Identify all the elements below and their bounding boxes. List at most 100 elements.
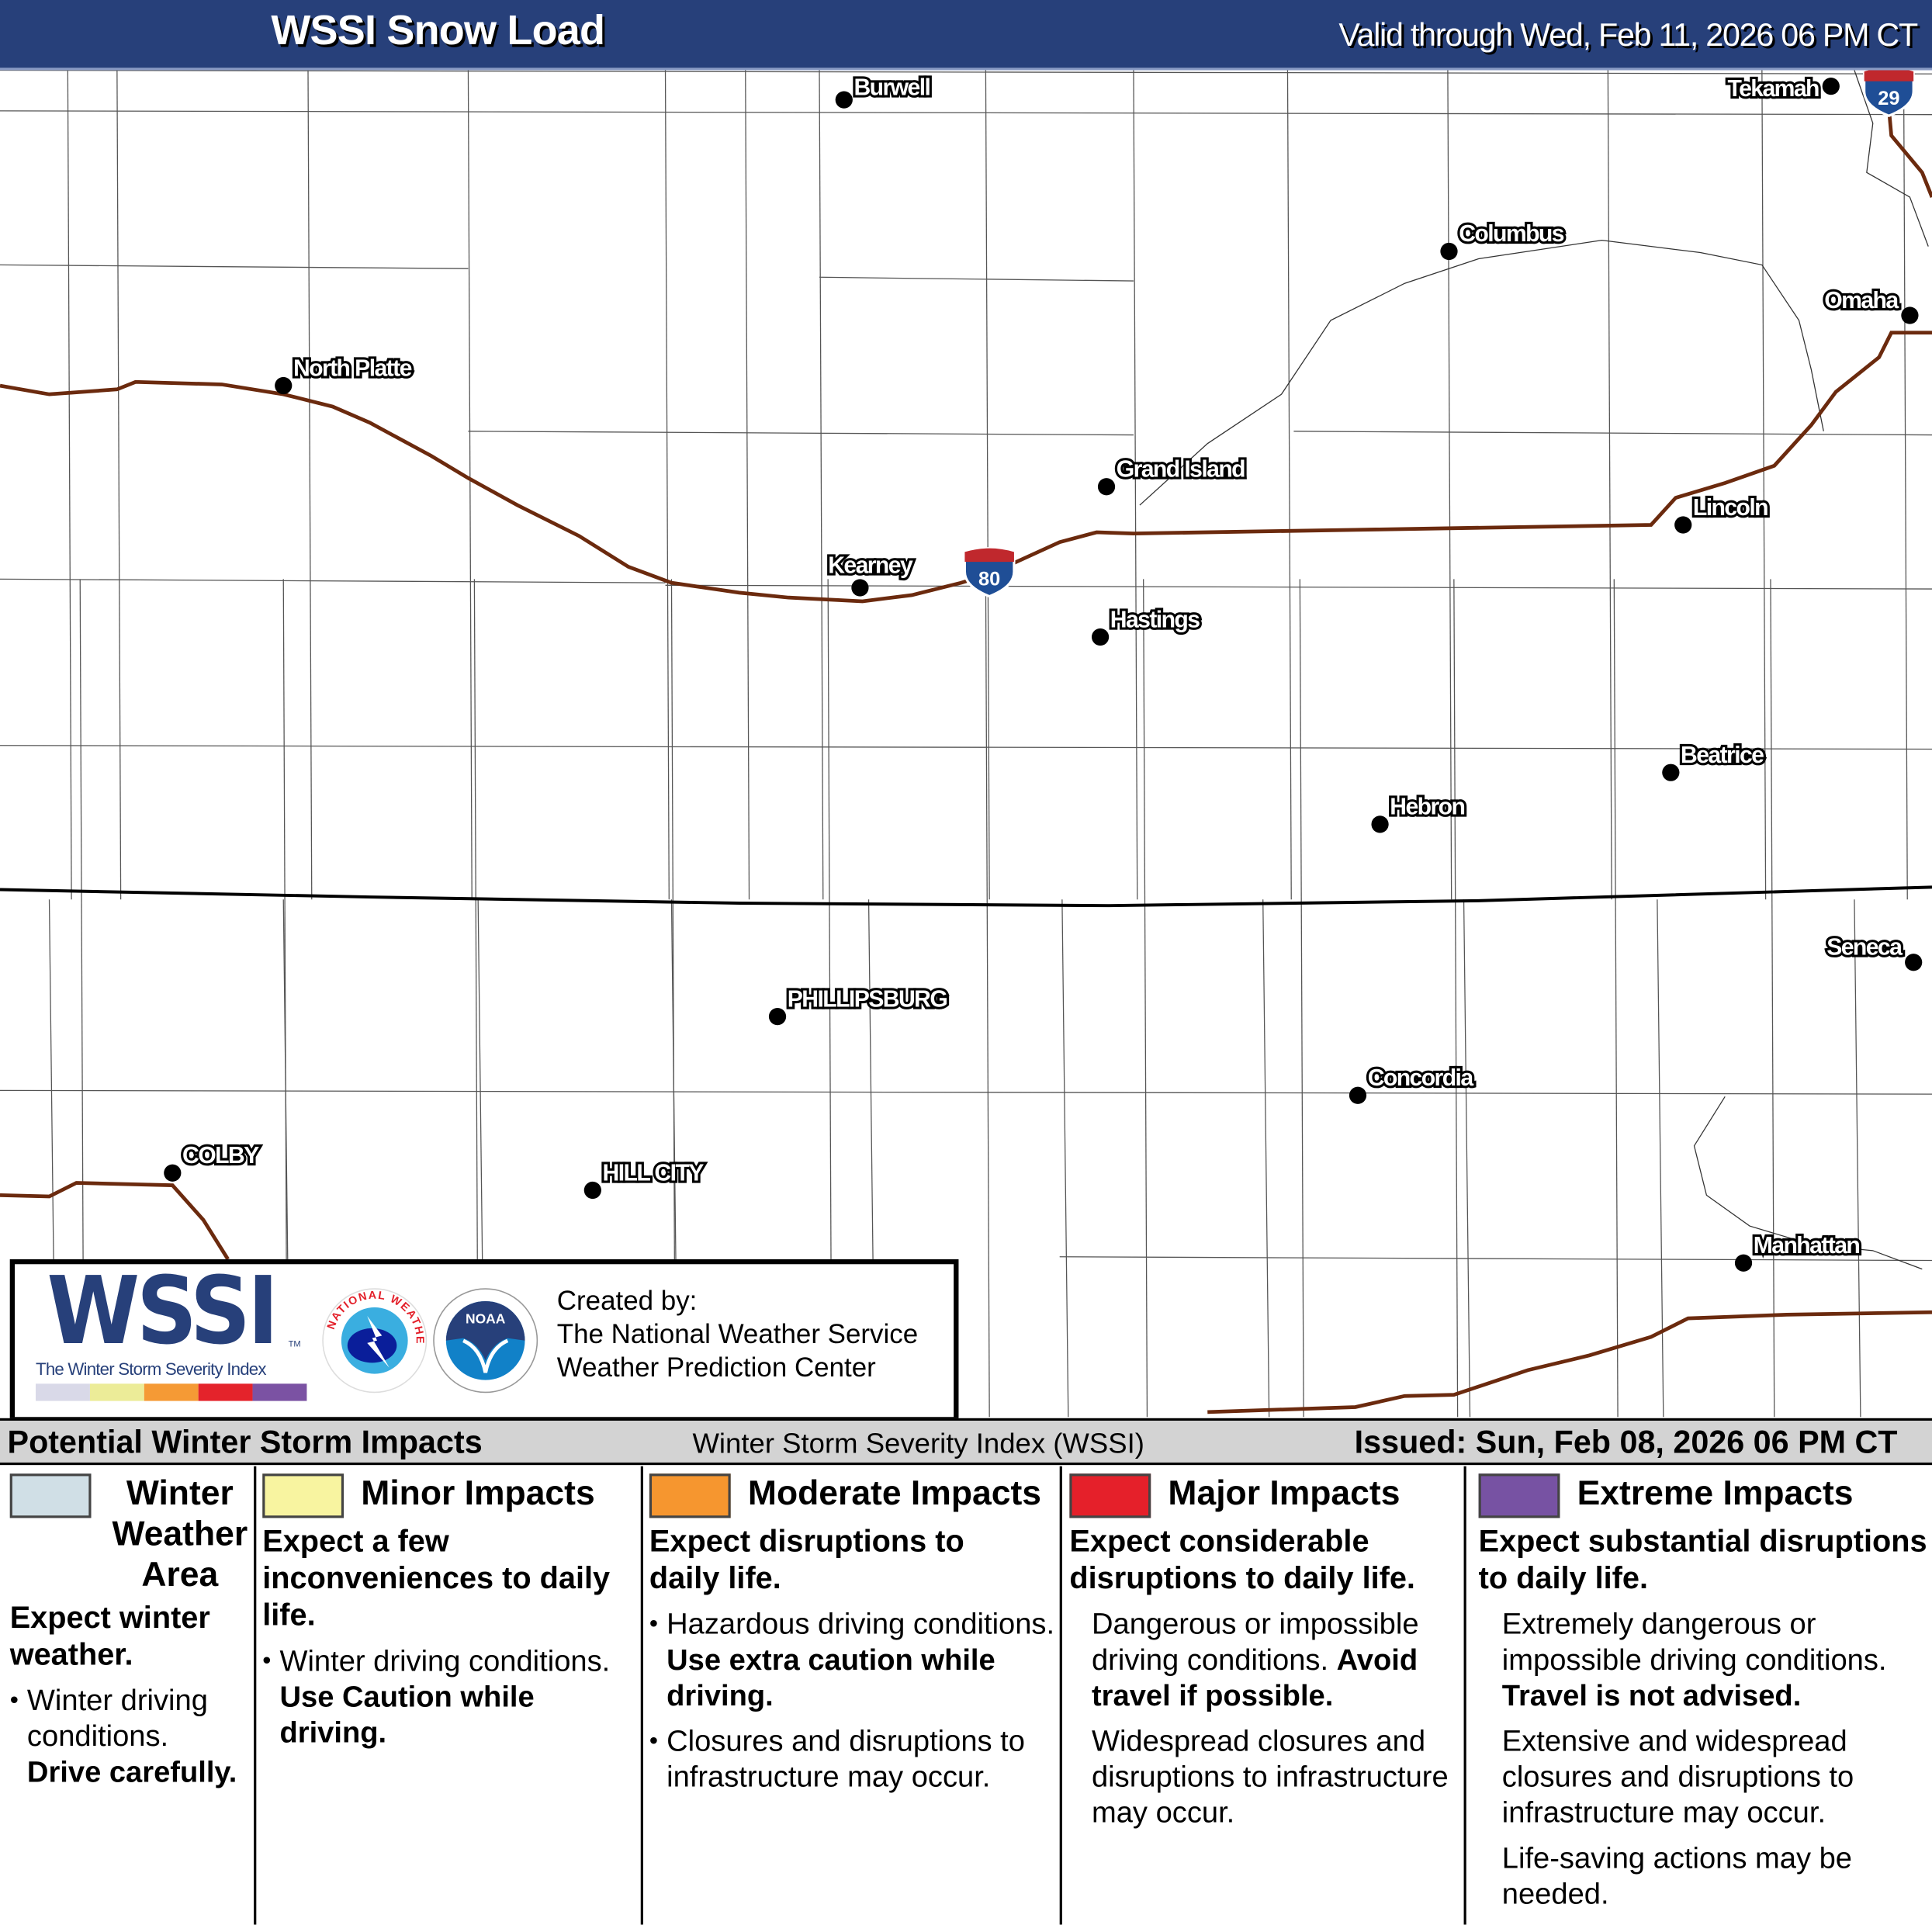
- legend-divider: [1463, 1466, 1466, 1925]
- city-dot-icon: [1349, 1086, 1367, 1104]
- city-dot-icon: [1371, 815, 1389, 833]
- city-kearney: Kearney: [826, 550, 917, 597]
- scale-color-segment: [36, 1383, 90, 1401]
- city-north-platte: North Platte: [275, 353, 415, 395]
- city-manhattan: Manhattan: [1734, 1231, 1863, 1272]
- interstate-80-shield-icon: 80: [963, 547, 1016, 598]
- logo-panel: WSSI TM The Winter Storm Severity Index …: [9, 1259, 959, 1422]
- city-label: PHILLIPSBURG: [788, 986, 947, 1012]
- scale-color-segment: [252, 1383, 307, 1401]
- legend-title: Moderate Impacts: [747, 1473, 1041, 1512]
- legend-minor-impacts: Minor Impacts Expect a few inconvenience…: [262, 1469, 638, 1927]
- i29-route: [1887, 108, 1932, 198]
- city-dot-icon: [1091, 628, 1110, 646]
- city-label: Manhattan: [1754, 1233, 1860, 1259]
- city-concordia: Concordia: [1349, 1063, 1477, 1104]
- i70b-route: [1207, 1310, 1932, 1414]
- city-burwell: Burwell: [835, 72, 933, 109]
- city-dot-icon: [835, 91, 853, 109]
- city-label: Lincoln: [1693, 495, 1768, 521]
- state-border: [0, 885, 1932, 908]
- legend-paragraph-bold: Avoid travel if possible.: [1091, 1643, 1418, 1713]
- legend-paragraph: Extensive and widespread closures and di…: [1501, 1725, 1854, 1830]
- city-lincoln: Lincoln: [1674, 493, 1771, 534]
- legend-lead: Expect disruptions to daily life.: [649, 1524, 964, 1596]
- swatch-extreme: [1478, 1473, 1560, 1518]
- city-dot-icon: [1662, 763, 1680, 781]
- city-label: Beatrice: [1681, 743, 1764, 768]
- noaa-logo-icon: NOAA: [433, 1288, 538, 1394]
- i80-route: [0, 331, 1932, 604]
- city-dot-icon: [1440, 242, 1458, 261]
- legend-moderate-impacts: Moderate Impacts Expect disruptions to d…: [649, 1469, 1056, 1927]
- city-dot-icon: [1734, 1254, 1753, 1272]
- swatch-winter-weather: [9, 1473, 92, 1518]
- city-dot-icon: [1905, 954, 1923, 971]
- trademark: TM: [288, 1340, 301, 1349]
- impacts-heading: Potential Winter Storm Impacts: [7, 1423, 483, 1460]
- created-by: Created by:: [556, 1285, 698, 1316]
- header-bar: WSSI Snow Load Valid through Wed, Feb 11…: [0, 0, 1932, 71]
- city-label: Tekamah: [1728, 76, 1819, 102]
- legend-major-impacts: Major Impacts Expect considerable disrup…: [1069, 1469, 1461, 1927]
- legend-divider: [254, 1466, 257, 1925]
- svg-text:NOAA: NOAA: [466, 1311, 506, 1327]
- legend-bullet-bold: Use Caution while driving.: [279, 1681, 535, 1750]
- city-dot-icon: [1097, 478, 1116, 496]
- scale-color-segment: [198, 1383, 253, 1401]
- nws-logo-icon: NATIONAL WEATHER SERVICE: [320, 1286, 428, 1394]
- city-label: Concordia: [1368, 1065, 1474, 1091]
- swatch-minor: [262, 1473, 345, 1518]
- i70-route: [0, 1181, 230, 1261]
- legend-lead: Expect winter weather.: [9, 1600, 210, 1672]
- legend-lead: Expect a few inconveniences to daily lif…: [262, 1524, 611, 1633]
- city-label: Columbus: [1459, 221, 1564, 247]
- legend-paragraph: Dangerous or impossible driving conditio…: [1091, 1608, 1419, 1678]
- legend-bullet: Winter driving conditions.: [26, 1684, 208, 1754]
- city-label: COLBY: [182, 1143, 259, 1169]
- city-hill-city: HILL CITY: [583, 1158, 708, 1200]
- city-label: North Platte: [293, 355, 412, 381]
- legend-divider: [640, 1466, 643, 1925]
- city-dot-icon: [583, 1181, 601, 1200]
- valid-time: Valid through Wed, Feb 11, 2026 06 PM CT: [1338, 16, 1918, 54]
- shield-number: 29: [1878, 88, 1899, 109]
- city-dot-icon: [275, 376, 293, 395]
- map-title: WSSI Snow Load: [271, 7, 605, 54]
- credit-org-1: The National Weather Service: [556, 1318, 919, 1349]
- legend-bullet: Winter driving conditions.: [279, 1644, 611, 1678]
- city-dot-icon: [1674, 516, 1692, 534]
- city-colby: COLBY: [164, 1141, 263, 1182]
- wssi-subtitle: The Winter Storm Severity Index: [36, 1359, 266, 1379]
- city-label: HILL CITY: [603, 1160, 705, 1186]
- scale-color-segment: [89, 1383, 144, 1401]
- legend-winter-weather-area: Winter Weather Area Expect winter weathe…: [9, 1469, 251, 1927]
- index-name: Winter Storm Severity Index (WSSI): [692, 1426, 1144, 1459]
- legend-lead: Expect substantial disruptions to daily …: [1478, 1524, 1927, 1596]
- legend-paragraph: Extremely dangerous or impossible drivin…: [1501, 1608, 1887, 1678]
- city-label: Hastings: [1110, 607, 1200, 632]
- city-dot-icon: [1822, 78, 1840, 95]
- credit-org-2: Weather Prediction Center: [556, 1352, 876, 1383]
- city-label: Grand Island: [1117, 457, 1245, 483]
- legend-title: Minor Impacts: [361, 1473, 595, 1512]
- city-columbus: Columbus: [1440, 219, 1568, 261]
- map: 80 29 Burwell Tekamah Columbus Omaha North Pl…: [0, 70, 1932, 1418]
- legend-title: Extreme Impacts: [1577, 1473, 1854, 1512]
- legend-title: Winter Weather Area: [112, 1473, 248, 1594]
- city-grand-island: Grand Island: [1097, 454, 1248, 496]
- wssi-color-scale: [36, 1383, 307, 1401]
- city-omaha: Omaha: [1822, 286, 1919, 324]
- city-label: Omaha: [1824, 288, 1899, 313]
- legend-bullet: Closures and disruptions to infrastructu…: [649, 1724, 1056, 1795]
- legend-lead: Expect considerable disruptions to daily…: [1069, 1524, 1415, 1596]
- city-phillipsburg: PHILLIPSBURG: [768, 984, 950, 1026]
- county-lines: [0, 70, 1932, 1418]
- swatch-moderate: [649, 1473, 731, 1518]
- legend-paragraph: Widespread closures and disruptions to i…: [1091, 1725, 1449, 1830]
- city-label: Seneca: [1826, 935, 1903, 961]
- legend-bullet-bold: Use extra caution while driving.: [667, 1643, 995, 1713]
- city-dot-icon: [164, 1164, 182, 1182]
- legend-extreme-impacts: Extreme Impacts Expect substantial disru…: [1478, 1469, 1927, 1927]
